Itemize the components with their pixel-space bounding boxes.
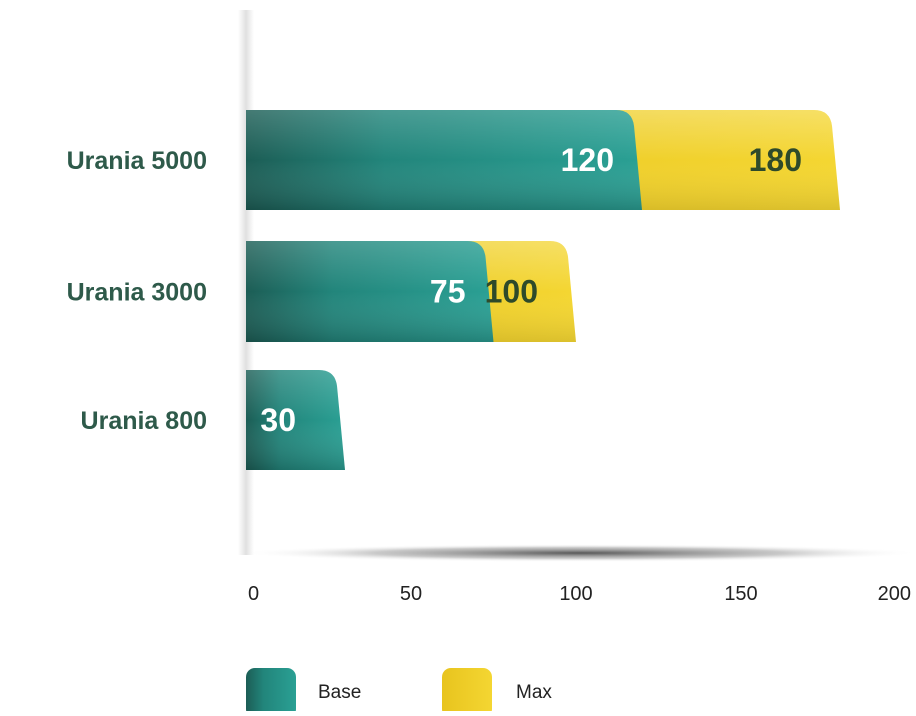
- legend-label: Max: [516, 682, 552, 703]
- bar-shading: [246, 110, 642, 210]
- x-axis-floor-shadow: [240, 544, 916, 562]
- data-label-base: 120: [561, 142, 614, 178]
- legend-label: Base: [318, 682, 361, 703]
- legend: Base Max: [246, 668, 552, 716]
- bar-base: [246, 370, 345, 470]
- category-label: Urania 5000: [67, 147, 207, 175]
- x-tick-label: 50: [400, 583, 422, 605]
- bars-layer: [246, 110, 840, 470]
- data-label-base: 30: [260, 402, 296, 438]
- bar-shading: [246, 370, 345, 470]
- legend-swatch: [442, 668, 492, 716]
- x-axis-ticks: 0 50 100 150 200: [248, 583, 911, 605]
- bar-base: [246, 241, 494, 342]
- x-tick-label: 100: [559, 583, 592, 605]
- data-label-base: 75: [430, 274, 466, 310]
- bar-base: [246, 110, 642, 210]
- x-tick-label: 200: [878, 583, 911, 605]
- category-label: Urania 3000: [67, 279, 207, 307]
- legend-swatch: [246, 668, 296, 716]
- legend-item-base: Base: [246, 668, 361, 716]
- labels-layer: Urania 5000 Urania 3000 Urania 800 120 75 30 1…: [67, 142, 802, 438]
- data-label-max: 180: [749, 142, 802, 178]
- x-tick-label: 0: [248, 583, 259, 605]
- category-label: Urania 800: [81, 407, 207, 435]
- x-tick-label: 150: [724, 583, 757, 605]
- data-label-max: 100: [485, 274, 538, 310]
- bar-shading: [246, 241, 494, 342]
- legend-item-max: Max: [442, 668, 552, 716]
